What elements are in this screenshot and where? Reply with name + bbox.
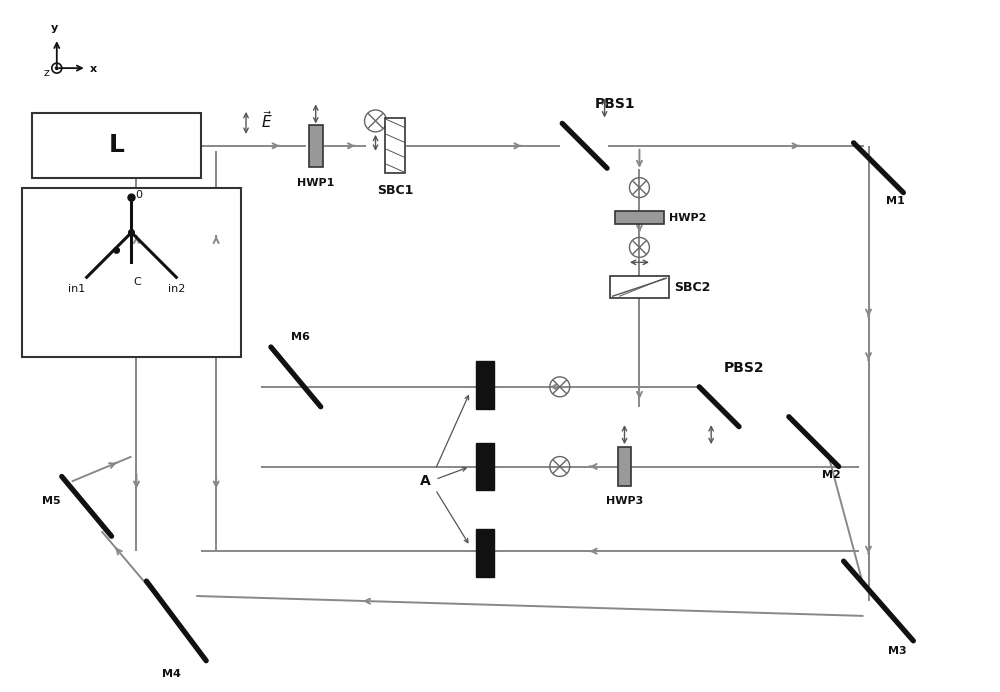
- Bar: [610, 276, 669, 298]
- Bar: [22, 188, 241, 357]
- Text: A: A: [420, 475, 431, 489]
- Bar: [476, 529, 494, 577]
- Bar: [309, 125, 323, 167]
- Text: in2: in2: [168, 284, 185, 294]
- Text: C: C: [133, 277, 141, 287]
- Circle shape: [55, 67, 58, 69]
- Text: M2: M2: [822, 469, 840, 480]
- Text: x: x: [90, 64, 97, 74]
- Text: PBS1: PBS1: [595, 97, 635, 111]
- Bar: [476, 361, 494, 409]
- Text: HWP2: HWP2: [669, 212, 707, 223]
- Circle shape: [128, 194, 135, 201]
- Text: M4: M4: [162, 668, 181, 679]
- Text: SBC2: SBC2: [674, 281, 711, 293]
- Bar: [385, 118, 405, 173]
- Text: PBS2: PBS2: [724, 361, 765, 375]
- Bar: [32, 113, 201, 178]
- Text: M3: M3: [888, 646, 907, 656]
- Text: z: z: [44, 68, 50, 78]
- Circle shape: [129, 230, 134, 235]
- Text: HWP3: HWP3: [606, 496, 643, 507]
- Bar: [618, 446, 631, 486]
- Text: HWP1: HWP1: [297, 178, 334, 188]
- Bar: [476, 443, 494, 491]
- Bar: [615, 211, 664, 224]
- Text: SBC1: SBC1: [377, 183, 414, 197]
- Text: 0: 0: [135, 190, 142, 199]
- Text: L: L: [109, 134, 124, 157]
- Text: in1: in1: [68, 284, 85, 294]
- Text: y: y: [51, 24, 58, 33]
- Text: M6: M6: [291, 332, 310, 342]
- Circle shape: [114, 248, 119, 253]
- Text: $\vec{E}$: $\vec{E}$: [261, 111, 273, 131]
- Text: M1: M1: [886, 196, 905, 206]
- Text: M5: M5: [42, 496, 60, 507]
